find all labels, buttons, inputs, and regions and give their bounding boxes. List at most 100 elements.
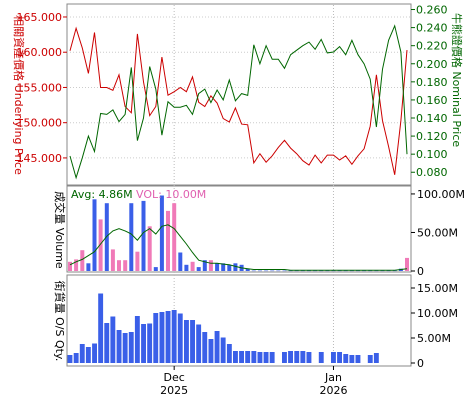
volume-bar — [245, 268, 250, 271]
osqty-bar — [300, 351, 306, 363]
volume-bar — [276, 270, 281, 272]
osqty-bar — [177, 313, 183, 363]
volume-bar — [190, 261, 195, 271]
volume-bar — [147, 226, 152, 271]
osqty-bar — [214, 331, 220, 363]
volume-bar — [123, 260, 128, 271]
left-tick-label: 155.000 — [17, 81, 63, 94]
volume-bar — [153, 267, 158, 271]
volume-tick-label: 100.00M — [417, 188, 465, 201]
right-tick-label: 0.080 — [416, 166, 448, 179]
osqty-bar — [318, 352, 324, 363]
volume-bar — [380, 270, 385, 272]
osqty-bar — [147, 323, 153, 363]
volume-bar — [319, 270, 324, 272]
volume-bar — [135, 251, 140, 271]
right-axis-label: 牛熊證價格 Nominal Price — [450, 13, 464, 148]
osqty-bar — [165, 311, 171, 363]
osqty-bar — [202, 332, 208, 363]
osqty-bar — [239, 351, 244, 363]
osqty-bar — [245, 351, 251, 363]
right-axis-ticks: 0.080 0.100 0.120 0.140 0.160 0.180 0.200 0.220… — [411, 4, 448, 179]
volume-bars — [68, 195, 409, 272]
osqty-bar — [355, 355, 361, 363]
volume-bar — [270, 270, 275, 272]
volume-bar — [178, 252, 183, 271]
osqty-bar — [373, 353, 379, 363]
osqty-bar — [337, 352, 342, 363]
osqty-bar — [233, 351, 238, 363]
volume-average-line — [69, 224, 408, 271]
volume-bar — [129, 203, 134, 271]
osqty-bar — [134, 316, 140, 363]
osqty-bar — [282, 352, 287, 363]
volume-bar — [172, 203, 177, 271]
nominal-price-line — [69, 24, 408, 180]
osqty-bar — [67, 355, 73, 363]
osqty-bar — [110, 316, 116, 363]
volume-bar — [117, 260, 121, 271]
volume-bar — [264, 270, 269, 272]
osqty-bar — [141, 324, 146, 363]
volume-bar — [233, 263, 238, 271]
volume-bar — [325, 270, 330, 272]
osqty-bar — [226, 344, 232, 363]
volume-bar — [307, 270, 311, 272]
osqty-bar — [128, 332, 134, 363]
volume-bar — [294, 270, 299, 272]
osqty-bar — [220, 337, 226, 363]
volume-bar — [215, 263, 220, 271]
osqty-bar — [159, 312, 165, 363]
right-tick-label: 0.220 — [416, 40, 448, 53]
volume-bar — [386, 270, 391, 272]
volume-bar — [74, 259, 79, 271]
left-tick-label: 145.000 — [17, 152, 63, 165]
volume-bar — [313, 270, 318, 272]
volume-bar — [368, 270, 373, 272]
osqty-bar — [73, 353, 79, 363]
right-tick-label: 0.140 — [416, 112, 448, 125]
osqty-bar — [196, 324, 202, 363]
osqty-bar — [104, 323, 110, 363]
price-grid — [67, 5, 411, 365]
left-axis-ticks: 145.000 150.000 155.000 160.000 165.000 — [17, 11, 67, 165]
volume-bar — [337, 270, 342, 272]
osqty-bar — [288, 351, 293, 363]
volume-tick-label: 0 — [417, 265, 424, 278]
x-tick-month: Jan — [324, 371, 342, 384]
osqty-bar — [184, 320, 189, 363]
volume-bar — [68, 261, 72, 271]
volume-bar — [356, 270, 360, 272]
volume-bar — [86, 263, 91, 271]
volume-bar — [196, 267, 201, 271]
right-tick-label: 0.240 — [416, 22, 448, 35]
osqty-bar — [349, 355, 355, 363]
right-tick-label: 0.260 — [416, 4, 448, 17]
right-tick-label: 0.100 — [416, 148, 448, 161]
volume-bar — [92, 199, 97, 271]
right-tick-label: 0.160 — [416, 94, 448, 107]
volume-bar — [282, 270, 287, 272]
volume-bar — [392, 270, 397, 272]
osqty-bar — [85, 347, 91, 363]
vol-legend: VOL: 10.00M — [136, 188, 206, 201]
osqty-bar — [171, 310, 177, 363]
volume-bar — [362, 270, 367, 272]
right-tick-label: 0.200 — [416, 58, 448, 71]
osqty-bar — [269, 352, 275, 363]
osqty-tick-label: 5.00M — [417, 332, 451, 345]
osqty-bar — [116, 330, 122, 363]
price-panel-frame — [66, 3, 412, 186]
volume-panel-frame — [66, 185, 412, 273]
volume-bar — [374, 270, 379, 272]
left-tick-label: 165.000 — [17, 11, 63, 24]
osqty-bar — [263, 352, 269, 363]
left-axis-label: 相關資產價格 Underlying Price — [12, 15, 26, 175]
volume-bar — [202, 260, 207, 271]
volume-bar — [331, 270, 336, 272]
osqty-tick-label: 0 — [417, 357, 424, 370]
volume-tick-label: 50.00M — [417, 226, 458, 239]
volume-bar — [184, 264, 189, 271]
